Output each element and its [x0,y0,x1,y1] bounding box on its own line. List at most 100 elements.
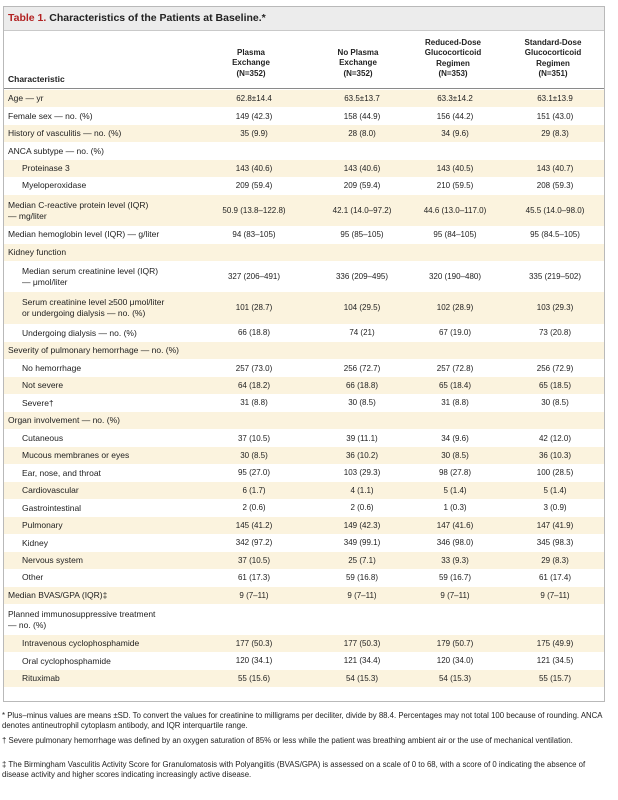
table-cell: 73 (20.8) [538,328,572,337]
table-cell: 349 (99.1) [343,538,381,547]
table-cell: 149 (42.3) [343,520,381,530]
col-header-plasma-exchange: Plasma Exchange (N=352) [232,48,270,78]
footnote: * Plus–minus values are means ±SD. To co… [2,711,603,730]
table-cell: 143 (40.7) [536,163,574,173]
table-cell: 156 (44.2) [436,111,474,121]
table-cell: 345 (98.3) [536,538,574,547]
table-row: Kidney 342 (97.2) 349 (99.1) 346 (98.0) 345 … [4,534,604,552]
row-label: Median BVAS/GPA (IQR)‡ [8,590,108,600]
table-cell: 179 (50.7) [436,638,474,648]
table-cell: 147 (41.9) [536,520,574,530]
table-row: Serum creatinine level ≥500 μmol/liter o… [4,292,604,324]
table-cell: 36 (10.2) [345,450,379,460]
table-cell: 28 (8.0) [348,128,376,138]
table-title: Table 1. Characteristics of the Patients… [8,12,266,24]
table-row: Myeloperoxidase 209 (59.4) 209 (59.4) 210 (… [4,177,604,194]
table-cell: 9 (7–11) [239,590,269,600]
table-cell: 6 (1.7) [242,485,266,495]
table-row: Other 61 (17.3) 59 (16.8) 59 (16.7) 61 (17.4… [4,569,604,586]
table-frame [3,6,605,702]
table-cell: 177 (50.3) [235,638,273,648]
table-cell: 256 (72.7) [343,363,381,373]
table-cell: 64 (18.2) [237,380,271,390]
row-label: Not severe [22,380,64,390]
row-label: Undergoing dialysis — no. (%) [22,327,137,338]
table-cell: 210 (59.5) [436,180,474,190]
table-cell: 30 (8.5) [240,450,268,460]
table-row: Oral cyclophosphamide 120 (34.1) 121 (34.4… [4,652,604,670]
table-cell: 34 (9.6) [441,128,469,138]
row-label: Rituximab [22,673,60,683]
row-label: ANCA subtype — no. (%) [8,146,104,156]
table-cell: 94 (83–105) [232,229,276,239]
table-cell: 121 (34.4) [343,656,381,665]
table-cell: 30 (8.5) [348,398,376,407]
row-label: Cardiovascular [22,485,79,495]
table-cell: 54 (15.3) [438,673,472,683]
table-cell: 34 (9.6) [441,433,469,443]
table-cell: 36 (10.3) [538,450,572,460]
table-row: Pulmonary 145 (41.2) 149 (42.3) 147 (41.6) 1… [4,517,604,534]
table-cell: 335 (219–502) [528,271,582,281]
table-cell: 102 (28.9) [436,303,474,312]
table-cell: 1 (0.3) [443,503,467,512]
table-cell: 74 (21) [349,328,375,337]
table-cell: 95 (84–105) [433,229,477,239]
table-number: Table 1. [8,12,47,24]
row-label: Mucous membranes or eyes [22,450,130,460]
table-cell: 37 (10.5) [237,433,271,443]
table-cell: 100 (28.5) [536,468,574,477]
row-label: Myeloperoxidase [22,180,87,190]
table-cell: 63.3±14.2 [437,93,473,103]
table-cell: 31 (8.8) [240,398,268,407]
row-label: Planned immunosuppressive treatment — no… [8,608,156,630]
row-label: Organ involvement — no. (%) [8,415,120,425]
row-label: Intravenous cyclophosphamide [22,638,140,648]
table-cell: 95 (84.5–105) [530,229,580,239]
table-cell: 33 (9.3) [441,555,469,565]
table-cell: 59 (16.8) [345,572,379,582]
table-row: Severity of pulmonary hemorrhage — no. (… [4,342,604,359]
table-row: Organ involvement — no. (%) [4,412,604,429]
table-cell: 31 (8.8) [441,398,469,407]
table-cell: 25 (7.1) [348,555,376,565]
table-title-text: Characteristics of the Patients at Basel… [46,12,266,24]
row-label: Ear, nose, and throat [22,467,101,478]
row-label: Kidney [22,537,48,548]
table-row: Undergoing dialysis — no. (%) 66 (18.8) 74… [4,324,604,342]
table-cell: 37 (10.5) [237,555,271,565]
table-cell: 346 (98.0) [436,538,474,547]
table-title-bar: Table 1. Characteristics of the Patients… [4,7,604,31]
table-row: No hemorrhage 257 (73.0) 256 (72.7) 257 (72… [4,360,604,377]
table-cell: 9 (7–11) [347,590,377,600]
table-cell: 208 (59.3) [536,180,574,190]
table-cell: 42.1 (14.0–97.2) [332,205,392,215]
table-cell: 61 (17.4) [538,572,572,582]
table-cell: 45.5 (14.0–98.0) [525,205,585,215]
table-cell: 149 (42.3) [235,111,273,121]
row-label: Severe† [22,397,54,408]
table-cell: 257 (72.8) [436,363,474,373]
table-cell: 59 (16.7) [438,572,472,582]
row-label: Median C-reactive protein level (IQR) — … [8,199,149,221]
row-label: No hemorrhage [22,363,82,373]
table-cell: 66 (18.8) [345,380,379,390]
table-cell: 143 (40.6) [235,163,273,173]
table-cell: 143 (40.6) [343,163,381,173]
table-row: Cardiovascular 6 (1.7) 4 (1.1) 5 (1.4) 5 (1.… [4,482,604,499]
table-cell: 9 (7–11) [540,590,570,600]
table-cell: 5 (1.4) [443,485,467,495]
row-label: Median serum creatinine level (IQR) — μm… [22,265,159,287]
row-label: Severity of pulmonary hemorrhage — no. (… [8,345,180,355]
table-cell: 121 (34.5) [536,656,574,665]
table-cell: 2 (0.6) [242,503,266,512]
table-row: Rituximab 55 (15.6) 54 (15.3) 54 (15.3) 55 (… [4,670,604,687]
table-cell: 35 (9.9) [240,128,268,138]
table-cell: 104 (29.5) [343,303,381,312]
row-label: Female sex — no. (%) [8,111,93,121]
table-cell: 29 (8.3) [541,555,569,565]
table-row: Median serum creatinine level (IQR) — μm… [4,261,604,292]
row-label: Oral cyclophosphamide [22,655,111,666]
table-cell: 320 (190–480) [428,271,482,281]
row-label: Cutaneous [22,433,64,443]
